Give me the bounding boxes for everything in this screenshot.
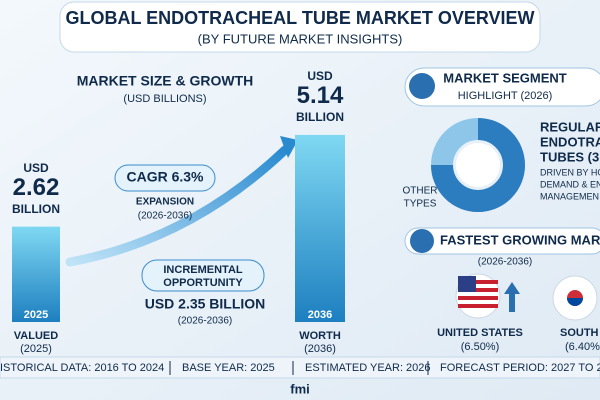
kr-flag: [552, 275, 598, 321]
leader-label: TUBES (3: [540, 149, 599, 164]
bar: [295, 134, 345, 322]
incremental-pill: [141, 259, 265, 292]
title: GLOBAL ENDOTRACHEAL TUBE MARKET OVERVIEW: [65, 8, 534, 28]
growth-arrow: [65, 145, 290, 267]
unit-label: BILLION: [12, 202, 60, 216]
leader-label: ENDOTRA: [540, 134, 600, 149]
incremental-label: OPPORTUNITY: [163, 277, 243, 289]
incremental-label: INCREMENTAL: [163, 264, 243, 276]
unit-label: BILLION: [296, 110, 344, 124]
driver-text: DRIVEN BY HO: [540, 167, 600, 177]
bar-period: (2036): [304, 343, 336, 355]
bar-year: 2036: [308, 309, 332, 321]
arrow-head: [280, 136, 298, 158]
fastest-pill: [404, 227, 600, 255]
footer-item: ESTIMATED YEAR: 2026: [305, 362, 431, 374]
fastest-title: FASTEST GROWING MAR: [440, 232, 600, 247]
bar-year: 2025: [24, 309, 48, 321]
country-rate: (6.50%): [461, 341, 500, 353]
footer-item: BASE YEAR: 2025: [182, 362, 275, 374]
bar-caption: VALUED: [14, 330, 58, 342]
cagr-pill: [114, 164, 216, 192]
country-name: UNITED STATES: [437, 327, 523, 339]
footer-band: [0, 356, 600, 379]
country-rate: (6.40%: [565, 341, 600, 353]
section-title: MARKET SIZE & GROWTH: [77, 73, 254, 89]
country-name: SOUTH KO: [560, 327, 600, 339]
bar-value: 5.14: [297, 82, 344, 109]
chart-icon: [410, 229, 434, 253]
incremental-value: USD 2.35 BILLION: [145, 296, 266, 312]
segment-title: MARKET SEGMENT: [443, 70, 567, 85]
up-arrow: [504, 282, 520, 312]
driver-text: DEMAND & EN: [540, 179, 600, 189]
bar-value: 2.62: [13, 174, 60, 201]
donut-hole: [456, 143, 500, 187]
segment-pill: [404, 67, 600, 107]
footer-item: FORECAST PERIOD: 2027 TO 20: [440, 362, 600, 374]
other-label: TYPES: [404, 199, 437, 210]
incremental-period: (2026-2036): [178, 316, 232, 327]
currency: USD: [307, 69, 333, 83]
footer-item: ISTORICAL DATA: 2016 TO 2024: [0, 362, 164, 374]
logo: fmi: [290, 381, 310, 396]
bar-period: (2025): [20, 343, 52, 355]
cagr-caption: EXPANSION: [136, 197, 194, 208]
driver-text: MANAGEMEN: [540, 191, 599, 201]
section-unit: (USD BILLIONS): [123, 93, 206, 105]
leader-label: REGULAR: [540, 119, 600, 134]
us-flag: [455, 273, 501, 319]
pie-icon: [409, 73, 435, 99]
currency: USD: [23, 161, 49, 175]
cagr-period: (2026-2036): [138, 211, 192, 222]
segment-title: HIGHLIGHT (2026): [458, 90, 553, 102]
cagr: CAGR 6.3%: [126, 169, 204, 185]
title-box: [59, 1, 541, 53]
fastest-period: (2026-2036): [478, 257, 532, 268]
bar: [12, 226, 60, 322]
bar-caption: WORTH: [299, 330, 341, 342]
donut-segment: [431, 118, 525, 212]
other-label: OTHER: [403, 186, 438, 197]
subtitle: (BY FUTURE MARKET INSIGHTS): [198, 31, 403, 46]
